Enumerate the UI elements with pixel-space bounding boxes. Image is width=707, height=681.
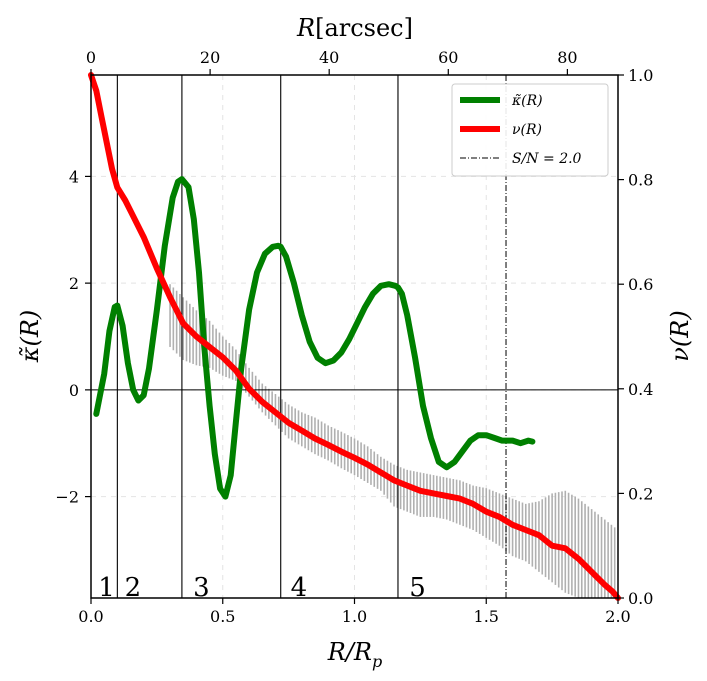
x-top-axis-title: R[arcsec]	[296, 14, 413, 42]
y-right-tick-label-5: 1.0	[628, 66, 653, 85]
region-label-1: 1	[98, 573, 115, 603]
x-top-tick-label-1: 20	[200, 48, 220, 67]
x-tick-label-1: 0.5	[210, 607, 235, 626]
series-group	[88, 72, 621, 601]
x-axis-title: R/Rp	[327, 638, 382, 671]
series-line-nu	[88, 72, 621, 601]
region-label-5: 5	[409, 573, 426, 603]
legend-label-snr: S/N = 2.0	[512, 151, 582, 167]
x-tick-label-3: 1.5	[474, 607, 499, 626]
x-top-tick-label-4: 80	[557, 48, 577, 67]
y-right-tick-label-4: 0.8	[628, 171, 653, 190]
legend-label-nu: ν(R)	[512, 122, 542, 138]
region-lines	[116, 75, 507, 598]
y-right-axis-title: ν(R)	[666, 310, 694, 361]
x-tick-label-2: 1.0	[342, 607, 367, 626]
y-right-tick-label-1: 0.2	[628, 484, 653, 503]
region-label-4: 4	[291, 573, 308, 603]
x-tick-label-0: 0.0	[78, 607, 103, 626]
x-axis-title-main: R/R	[327, 638, 372, 666]
region-label-2: 2	[125, 573, 142, 603]
x-top-axis-title-unit: [arcsec]	[315, 14, 413, 42]
y-left-tick-label-1: 0	[69, 381, 79, 400]
x-top-tick-label-2: 40	[319, 48, 339, 67]
x-top-axis-title-var: R	[296, 14, 315, 42]
legend-frame	[451, 83, 609, 177]
legend-label-kappa: κ̃(R)	[511, 93, 543, 109]
x-axis-title-sub: p	[372, 652, 382, 671]
y-left-tick-label-2: 2	[69, 274, 79, 293]
y-right-tick-label-2: 0.4	[628, 380, 653, 399]
y-left-axis-title: κ̃(R)	[16, 310, 44, 364]
region-label-3: 3	[193, 573, 210, 603]
x-top-tick-label-0: 0	[86, 48, 96, 67]
y-left-tick-label-3: 4	[69, 167, 79, 186]
x-top-tick-label-3: 60	[438, 48, 458, 67]
x-tick-label-4: 2.0	[605, 607, 630, 626]
series-line-kappa	[93, 176, 536, 500]
y-right-tick-label-0: 0.0	[628, 589, 653, 608]
legend: κ̃(R) ν(R) S/N = 2.0	[451, 83, 609, 177]
y-right-tick-label-3: 0.6	[628, 275, 653, 294]
y-left-tick-label-0: −2	[55, 488, 79, 507]
ticks: 0.0 0.5 1.0 1.5 2.0 0 20 40 60 80 −2 0 2 4 0.0 0.2 0.4 0.…	[55, 48, 653, 626]
